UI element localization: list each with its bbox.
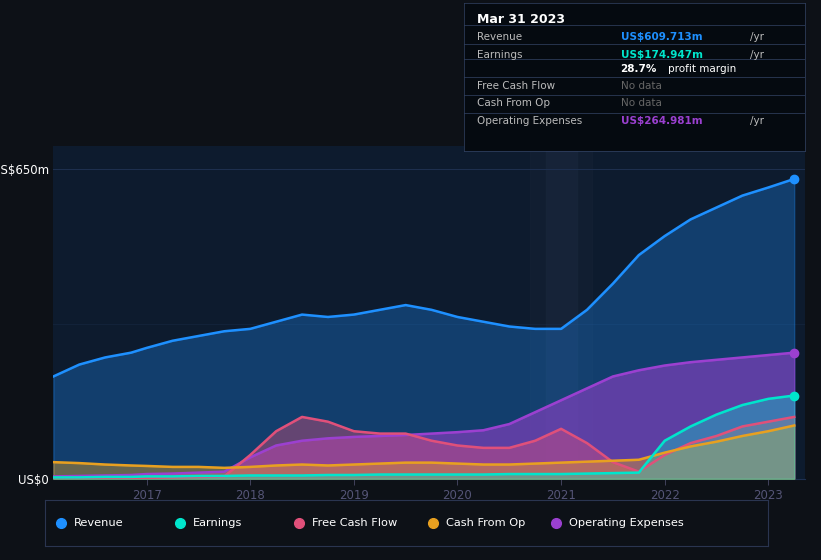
Bar (545, 146, 576, 479)
Text: Revenue: Revenue (74, 518, 124, 528)
Text: Operating Expenses: Operating Expenses (569, 518, 684, 528)
Text: /yr: /yr (750, 32, 764, 43)
Text: Earnings: Earnings (478, 50, 523, 60)
Text: Free Cash Flow: Free Cash Flow (313, 518, 397, 528)
Text: profit margin: profit margin (668, 64, 736, 74)
Text: Cash From Op: Cash From Op (446, 518, 525, 528)
Text: No data: No data (621, 81, 662, 91)
Text: US$264.981m: US$264.981m (621, 115, 702, 125)
Text: Operating Expenses: Operating Expenses (478, 115, 583, 125)
Text: Cash From Op: Cash From Op (478, 98, 551, 108)
Text: 28.7%: 28.7% (621, 64, 657, 74)
Text: Earnings: Earnings (193, 518, 243, 528)
Text: No data: No data (621, 98, 662, 108)
Text: US$609.713m: US$609.713m (621, 32, 702, 43)
Text: US$174.947m: US$174.947m (621, 50, 703, 60)
Text: Mar 31 2023: Mar 31 2023 (478, 13, 566, 26)
Bar (530, 146, 592, 479)
Text: /yr: /yr (750, 115, 764, 125)
Text: /yr: /yr (750, 50, 764, 60)
Text: Revenue: Revenue (478, 32, 523, 43)
Text: Free Cash Flow: Free Cash Flow (478, 81, 556, 91)
